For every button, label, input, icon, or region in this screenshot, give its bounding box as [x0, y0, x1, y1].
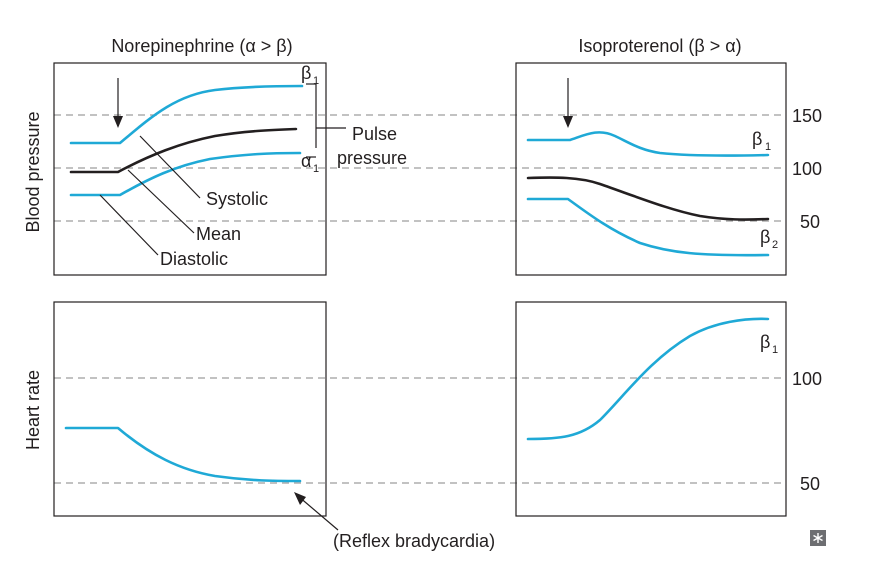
- norepi-mean-curve: [69, 127, 298, 174]
- isoproterenol-title: Isoproterenol (β > α): [578, 36, 741, 56]
- mean-label: Mean: [196, 224, 241, 244]
- norepi-receptor-markers: β 1 α 1: [301, 63, 319, 175]
- iso-systolic-curve: [526, 131, 770, 157]
- pulse-pressure-label-1: Pulse: [352, 124, 397, 144]
- norepi-alpha1-symbol: α: [301, 151, 311, 171]
- iso-heart-rate-curve: [526, 317, 770, 441]
- bp-tick-100: 100: [792, 159, 822, 179]
- pulse-pressure-label-2: pressure: [337, 148, 407, 168]
- bp-tick-50: 50: [800, 212, 820, 232]
- norepi-beta1-symbol: β: [301, 63, 311, 83]
- iso-injection-arrow: [563, 78, 573, 128]
- norepi-injection-arrow: [113, 78, 123, 128]
- pulse-pressure-bracket: [315, 84, 346, 148]
- norepi-beta1-subscript: 1: [313, 75, 319, 87]
- hr-gridlines: [54, 377, 786, 484]
- reflex-bradycardia-label: (Reflex bradycardia): [333, 531, 495, 551]
- bp-gridlines: [54, 114, 786, 222]
- iso-bp-beta2-subscript: 2: [772, 239, 778, 251]
- iso-hr-beta1-symbol: β: [760, 332, 770, 352]
- asterisk-box-icon: [810, 530, 826, 546]
- panel-isoproterenol-hr: [515, 301, 787, 517]
- iso-bp-beta1-symbol: β: [752, 129, 762, 149]
- norepi-leader-lines: [99, 135, 201, 256]
- norepinephrine-title: Norepinephrine (α > β): [111, 36, 292, 56]
- norepi-bp-curves: [69, 84, 304, 197]
- diastolic-label: Diastolic: [160, 249, 228, 269]
- reflex-pointer-arrow: [294, 492, 339, 531]
- blood-pressure-axis-label: Blood pressure: [23, 111, 43, 232]
- hr-tick-100: 100: [792, 369, 822, 389]
- iso-bp-beta2-symbol: β: [760, 227, 770, 247]
- panel-isoproterenol-bp: [515, 62, 787, 276]
- norepi-alpha1-subscript: 1: [313, 163, 319, 175]
- iso-bp-curves: [526, 131, 770, 257]
- panel-norepinephrine-bp: [53, 62, 327, 276]
- panel-norepinephrine-hr: [53, 301, 327, 517]
- norepi-heart-rate-curve: [64, 426, 302, 483]
- iso-mean-curve: [526, 176, 770, 221]
- hr-tick-50: 50: [800, 474, 820, 494]
- iso-diastolic-curve: [526, 197, 770, 257]
- norepi-diastolic-curve: [69, 151, 302, 197]
- heart-rate-axis-label: Heart rate: [23, 370, 43, 450]
- systolic-label: Systolic: [206, 189, 268, 209]
- iso-hr-beta1-subscript: 1: [772, 344, 778, 356]
- bp-tick-150: 150: [792, 106, 822, 126]
- norepi-systolic-curve: [69, 84, 304, 145]
- iso-bp-beta1-subscript: 1: [765, 141, 771, 153]
